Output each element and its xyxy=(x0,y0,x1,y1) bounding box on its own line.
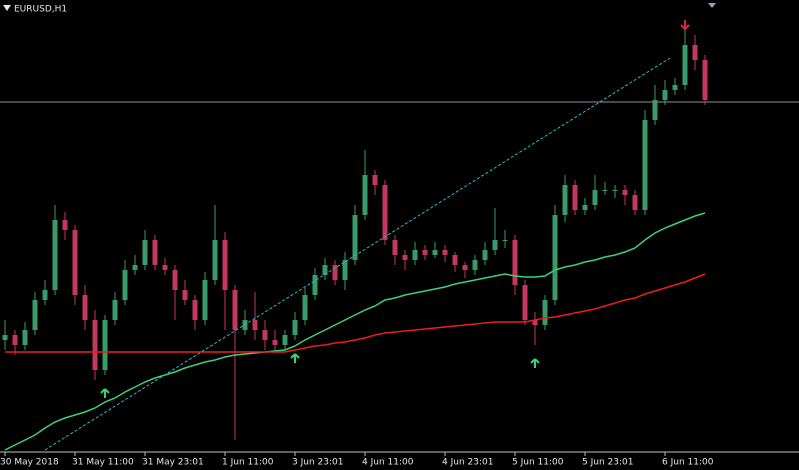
candle-body xyxy=(402,255,408,260)
candle-body xyxy=(702,60,708,100)
candle-body xyxy=(462,265,468,270)
candle-body xyxy=(272,340,278,345)
x-tick-label: 5 Jun 23:01 xyxy=(582,458,633,468)
sell-arrow xyxy=(680,20,690,30)
x-tick-label: 1 Jun 11:00 xyxy=(222,458,274,468)
x-tick-label: 4 Jun 11:00 xyxy=(362,458,414,468)
candle-body xyxy=(562,185,568,215)
candle-body xyxy=(532,320,538,325)
candle-body xyxy=(572,185,578,210)
buy-arrow xyxy=(100,388,110,398)
candle-body xyxy=(472,260,478,270)
moving-average xyxy=(5,273,706,353)
candle-body xyxy=(492,240,498,250)
candle-body xyxy=(512,240,518,285)
candle-body xyxy=(392,240,398,255)
candle-body xyxy=(222,240,228,290)
trendline xyxy=(44,57,671,451)
candle-body xyxy=(612,190,618,191)
candle-body xyxy=(312,275,318,295)
candle-body xyxy=(422,250,428,255)
candle-body xyxy=(132,265,138,270)
candle-body xyxy=(592,190,598,205)
candle-body xyxy=(72,230,78,295)
candle-body xyxy=(192,300,198,320)
candle-body xyxy=(32,300,38,330)
candle-body xyxy=(332,265,338,280)
candle-body xyxy=(162,265,168,270)
candle-body xyxy=(362,175,368,215)
candle-body xyxy=(432,250,438,255)
candle-body xyxy=(12,335,18,345)
candle-body xyxy=(302,295,308,320)
candle-body xyxy=(632,195,638,210)
chart-title: EURUSD,H1 xyxy=(14,5,67,15)
candle-body xyxy=(202,280,208,320)
moving-average xyxy=(4,212,706,451)
candle-body xyxy=(122,270,128,300)
candle-body xyxy=(2,335,8,340)
candle-body xyxy=(672,85,678,90)
candle-body xyxy=(52,220,58,290)
candle-body xyxy=(452,255,458,265)
candle-body xyxy=(502,240,508,241)
candle-body xyxy=(152,240,158,265)
symbol-icon xyxy=(3,5,11,11)
candle-body xyxy=(142,240,148,265)
candle-body xyxy=(482,250,488,260)
candle-body xyxy=(102,320,108,370)
candle-body xyxy=(622,190,628,195)
candle-body xyxy=(172,270,178,290)
candle-body xyxy=(92,320,98,370)
x-tick-label: 4 Jun 23:01 xyxy=(442,458,493,468)
candle-body xyxy=(582,205,588,210)
candle-body xyxy=(692,45,698,60)
x-tick-label: 5 Jun 11:00 xyxy=(512,458,564,468)
candle-body xyxy=(212,240,218,280)
scroll-marker xyxy=(708,3,716,8)
candle-body xyxy=(352,215,358,260)
candle-body xyxy=(662,90,668,100)
x-tick-label: 30 May 2018 xyxy=(0,458,59,468)
candle-body xyxy=(282,335,288,345)
candle-body xyxy=(62,220,68,230)
candle-body xyxy=(182,290,188,300)
x-tick-label: 3 Jun 23:01 xyxy=(292,458,343,468)
candle-body xyxy=(342,260,348,280)
candle-body xyxy=(442,250,448,255)
x-tick-label: 31 May 11:00 xyxy=(72,458,134,468)
candle-body xyxy=(412,250,418,260)
candle-body xyxy=(22,330,28,345)
candle-body xyxy=(252,320,258,330)
candle-body xyxy=(552,215,558,300)
candle-body xyxy=(322,265,328,275)
candle-body xyxy=(522,285,528,320)
candle-body xyxy=(42,290,48,300)
x-tick-label: 31 May 23:01 xyxy=(142,458,204,468)
candle-body xyxy=(682,45,688,85)
candle-body xyxy=(372,175,378,185)
candle-body xyxy=(542,300,548,325)
candle-body xyxy=(652,100,658,120)
x-tick-label: 6 Jun 11:00 xyxy=(662,458,714,468)
candle-body xyxy=(232,290,238,330)
buy-arrow xyxy=(530,358,540,368)
candle-body xyxy=(642,120,648,210)
buy-arrow xyxy=(290,353,300,363)
candle-body xyxy=(292,320,298,335)
candle-body xyxy=(82,295,88,320)
candle-body xyxy=(112,300,118,320)
candle-body xyxy=(602,190,608,191)
candle-body xyxy=(262,330,268,340)
candle-body xyxy=(382,185,388,240)
